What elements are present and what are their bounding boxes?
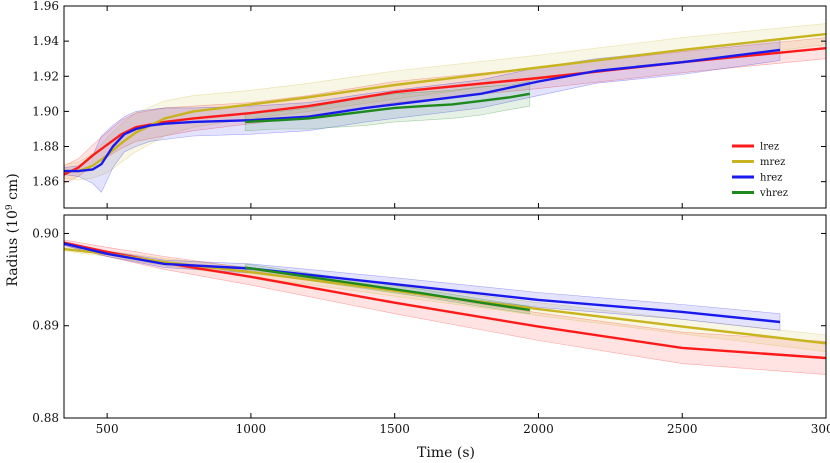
top-y-tick-label: 1.94 [32, 34, 59, 48]
bottom-y-tick-label: 0.89 [32, 319, 59, 333]
top-line-vhrez [245, 92, 531, 124]
top-y-tick-label: 1.96 [32, 0, 59, 13]
y-axis-title-unit: cm) [5, 173, 21, 204]
legend-label-lrez: lrez [760, 142, 779, 153]
legend-label-vhrez: vhrez [759, 188, 788, 199]
top-y-tick-label: 1.86 [32, 175, 59, 189]
x-axis-title: Time (s) [417, 445, 475, 461]
legend-label-hrez: hrez [760, 173, 782, 184]
y-axis-title: Radius (109 cm) [5, 173, 21, 286]
top-y-tick-label: 1.88 [32, 140, 59, 154]
x-tick-label: 2000 [523, 422, 554, 436]
top-line-mrez [64, 32, 826, 173]
top-y-tick-label: 1.90 [32, 104, 59, 118]
x-tick-label: 2500 [667, 422, 698, 436]
top-plot-area [64, 23, 826, 193]
top-y-tick-label: 1.92 [32, 69, 59, 83]
bottom-line-hrez [64, 242, 781, 324]
x-tick-label: 500 [96, 422, 119, 436]
top-line-hrez [64, 48, 781, 173]
x-tick-label: 1000 [236, 422, 267, 436]
bottom-plot-area [64, 239, 826, 375]
bottom-axes-frame [63, 214, 827, 419]
y-axis-title-main: Radius (10 [5, 210, 21, 287]
bottom-y-tick-label: 0.90 [32, 226, 59, 240]
top-panel: 1.86 1.88 1.90 1.92 1.94 1.96 [32, 0, 827, 209]
bottom-y-tick-label: 0.88 [32, 411, 59, 425]
top-band-mrez [64, 23, 826, 181]
legend-label-mrez: mrez [760, 157, 785, 168]
top-band-hrez [64, 39, 781, 193]
legend: lrez mrez hrez vhrez [732, 142, 788, 199]
top-axes-frame [63, 5, 827, 209]
x-tick-label: 1500 [379, 422, 410, 436]
y-axis-title-exponent: 9 [5, 204, 15, 210]
bottom-line-lrez [64, 241, 826, 360]
top-band-lrez [64, 37, 826, 184]
bottom-line-vhrez [245, 266, 530, 312]
top-line-lrez [64, 47, 826, 176]
